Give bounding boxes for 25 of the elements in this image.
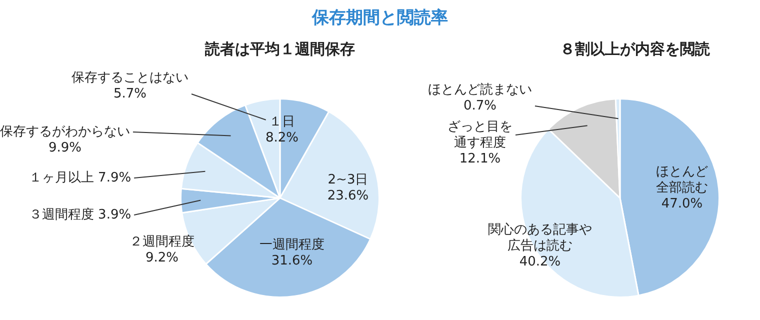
chart-subtitle: 読者は平均１週間保存 [204, 40, 356, 59]
chart-title: 保存期間と閲読率 [310, 7, 449, 29]
chart-title: ８割以上が内容を閲読 [559, 40, 711, 59]
slice-label: 一週間程度 [260, 236, 324, 252]
slice-label: ほとんど全部読む [656, 164, 708, 196]
slice-label: ほとんど読まない [428, 82, 532, 98]
slice-label: 関心のある記事や広告は読む [488, 221, 592, 254]
data-label: 23.6% [327, 188, 369, 204]
slice-label: ２週間程度 [130, 233, 194, 250]
slice-label: 2~3日 [328, 172, 368, 188]
slice-label: ３週間程度 3.9% [28, 206, 132, 222]
slice-label: １ヶ月以上 7.9% [28, 170, 132, 186]
data-label: 8.2% [265, 130, 299, 146]
data-label: 9.9% [48, 140, 82, 156]
slice-label: １日 [269, 114, 295, 130]
data-label: 5.7% [113, 86, 147, 102]
slice-label: 保存することはない [72, 70, 188, 86]
slice-label: 保存するがわからない [0, 124, 130, 140]
data-label: 12.1% [459, 151, 501, 166]
data-label: 47.0% [661, 196, 703, 212]
data-label: 9.2% [145, 250, 179, 266]
slice-label: ざっと目を通す程度 [448, 119, 512, 150]
data-label: 31.6% [271, 253, 313, 268]
data-label: 0.7% [463, 98, 497, 114]
data-label: 40.2% [519, 254, 561, 270]
